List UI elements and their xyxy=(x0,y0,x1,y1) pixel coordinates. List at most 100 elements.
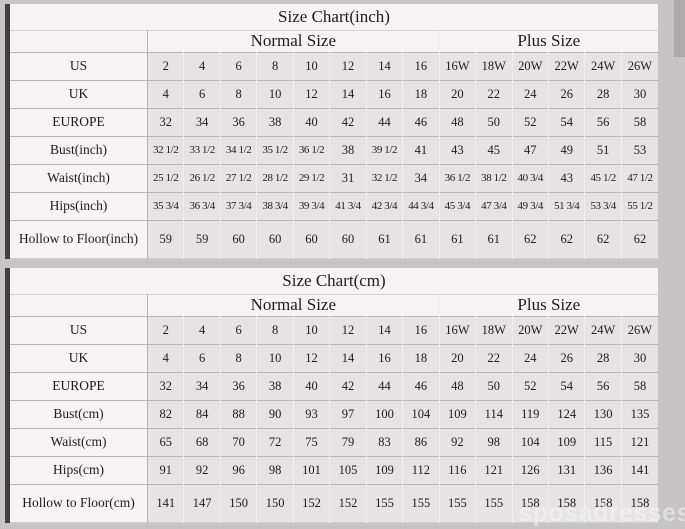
chart-title: Size Chart(inch) xyxy=(5,4,658,30)
size-value-cell: 155 xyxy=(402,483,440,522)
size-value-cell: 12 xyxy=(293,79,331,108)
size-value-cell: 152 xyxy=(293,483,331,522)
size-value-cell: 36 3/4 xyxy=(183,191,221,220)
size-value-cell: 6 xyxy=(220,315,258,344)
size-value-cell: 56 xyxy=(584,371,622,400)
size-value-cell: 126 xyxy=(512,455,549,484)
size-value-cell: 136 xyxy=(584,455,622,484)
size-value-cell: 109 xyxy=(366,455,404,484)
size-value-cell: 38 xyxy=(256,107,294,136)
size-value-cell: 20W xyxy=(512,315,549,344)
size-value-cell: 28 xyxy=(584,79,622,108)
size-value-cell: 62 xyxy=(512,219,549,258)
row-label: Bust(cm) xyxy=(5,399,148,428)
size-value-cell: 38 xyxy=(329,135,367,164)
size-value-cell: 32 xyxy=(147,107,185,136)
size-value-cell: 29 1/2 xyxy=(293,163,331,192)
size-value-cell: 119 xyxy=(512,399,549,428)
size-value-cell: 36 1/2 xyxy=(439,163,477,192)
size-value-cell: 62 xyxy=(548,219,586,258)
size-value-cell: 42 3/4 xyxy=(366,191,404,220)
size-value-cell: 92 xyxy=(183,455,221,484)
size-value-cell: 44 xyxy=(366,371,404,400)
size-value-cell: 33 1/2 xyxy=(183,135,221,164)
size-value-cell: 8 xyxy=(256,315,294,344)
size-value-cell: 6 xyxy=(220,51,258,80)
size-value-cell: 8 xyxy=(256,51,294,80)
size-value-cell: 59 xyxy=(183,219,221,258)
size-value-cell: 30 xyxy=(621,343,658,372)
size-value-cell: 54 xyxy=(548,107,586,136)
size-value-cell: 141 xyxy=(621,455,658,484)
size-value-cell: 100 xyxy=(366,399,404,428)
size-value-cell: 52 xyxy=(512,107,549,136)
size-value-cell: 34 xyxy=(402,163,440,192)
size-value-cell: 30 xyxy=(621,79,658,108)
size-value-cell: 45 3/4 xyxy=(439,191,477,220)
size-value-cell: 22W xyxy=(548,315,586,344)
size-value-cell: 49 xyxy=(548,135,586,164)
size-value-cell: 52 xyxy=(512,371,549,400)
size-value-cell: 36 1/2 xyxy=(293,135,331,164)
size-value-cell: 114 xyxy=(475,399,513,428)
size-value-cell: 18 xyxy=(402,79,440,108)
table-row: EUROPE 32 34 36 38 40 42 44 46 48 50 52 54 56 58 xyxy=(5,371,658,400)
size-value-cell: 135 xyxy=(621,399,658,428)
column-group-header: Normal Size xyxy=(147,293,440,316)
size-value-cell: 91 xyxy=(147,455,185,484)
size-value-cell: 86 xyxy=(402,427,440,456)
size-value-cell: 155 xyxy=(366,483,404,522)
size-value-cell: 130 xyxy=(584,399,622,428)
size-value-cell: 82 xyxy=(147,399,185,428)
size-value-cell: 60 xyxy=(220,219,258,258)
size-value-cell: 34 xyxy=(183,371,221,400)
size-value-cell: 121 xyxy=(621,427,658,456)
size-value-cell: 16 xyxy=(402,51,440,80)
table-row: Hips(inch) 35 3/4 36 3/4 37 3/4 38 3/4 39 3/4… xyxy=(5,191,658,220)
size-chart-cm: Size Chart(cm) Normal Size Plus Size US 2 4 6 8… xyxy=(5,268,658,523)
row-label: Hips(inch) xyxy=(5,191,148,220)
size-value-cell: 18 xyxy=(402,343,440,372)
size-value-cell: 46 xyxy=(402,371,440,400)
size-value-cell: 55 1/2 xyxy=(621,191,658,220)
size-value-cell: 25 1/2 xyxy=(147,163,185,192)
size-value-cell: 8 xyxy=(220,343,258,372)
size-value-cell: 84 xyxy=(183,399,221,428)
table-row: US 2 4 6 8 10 12 14 16 16W 18W 20W 22W 24W 26W xyxy=(5,315,658,344)
size-value-cell: 46 xyxy=(402,107,440,136)
size-value-cell: 12 xyxy=(329,51,367,80)
row-label: EUROPE xyxy=(5,107,148,136)
photo-corner-shadow xyxy=(674,0,685,57)
size-table: Size Chart(inch) Normal Size Plus Size US 2 4… xyxy=(5,4,658,259)
size-value-cell: 4 xyxy=(183,51,221,80)
column-group-header: Plus Size xyxy=(439,29,658,52)
size-value-cell: 61 xyxy=(366,219,404,258)
size-value-cell: 158 xyxy=(621,483,658,522)
table-row: UK 4 6 8 10 12 14 16 18 20 22 24 26 28 30 xyxy=(5,79,658,108)
size-value-cell: 20 xyxy=(439,343,477,372)
size-value-cell: 40 xyxy=(293,107,331,136)
size-value-cell: 60 xyxy=(293,219,331,258)
table-row: Waist(cm) 65 68 70 72 75 79 83 86 92 98 104 109 115 12… xyxy=(5,427,658,456)
size-value-cell: 47 xyxy=(512,135,549,164)
size-value-cell: 56 xyxy=(584,107,622,136)
size-value-cell: 50 xyxy=(475,371,513,400)
size-value-cell: 88 xyxy=(220,399,258,428)
size-value-cell: 14 xyxy=(366,51,404,80)
size-value-cell: 158 xyxy=(584,483,622,522)
size-value-cell: 40 xyxy=(293,371,331,400)
size-value-cell: 38 1/2 xyxy=(475,163,513,192)
row-label: Bust(inch) xyxy=(5,135,148,164)
table-row: Hollow to Floor(inch) 59 59 60 60 60 60 61 61 61 6… xyxy=(5,219,658,258)
size-value-cell: 14 xyxy=(329,79,367,108)
size-value-cell: 101 xyxy=(293,455,331,484)
size-value-cell: 48 xyxy=(439,371,477,400)
row-label: Waist(cm) xyxy=(5,427,148,456)
row-label: Waist(inch) xyxy=(5,163,148,192)
size-value-cell: 51 xyxy=(584,135,622,164)
size-value-cell: 60 xyxy=(329,219,367,258)
size-value-cell: 44 xyxy=(366,107,404,136)
size-value-cell: 39 1/2 xyxy=(366,135,404,164)
size-value-cell: 32 1/2 xyxy=(147,135,185,164)
size-value-cell: 45 1/2 xyxy=(584,163,622,192)
